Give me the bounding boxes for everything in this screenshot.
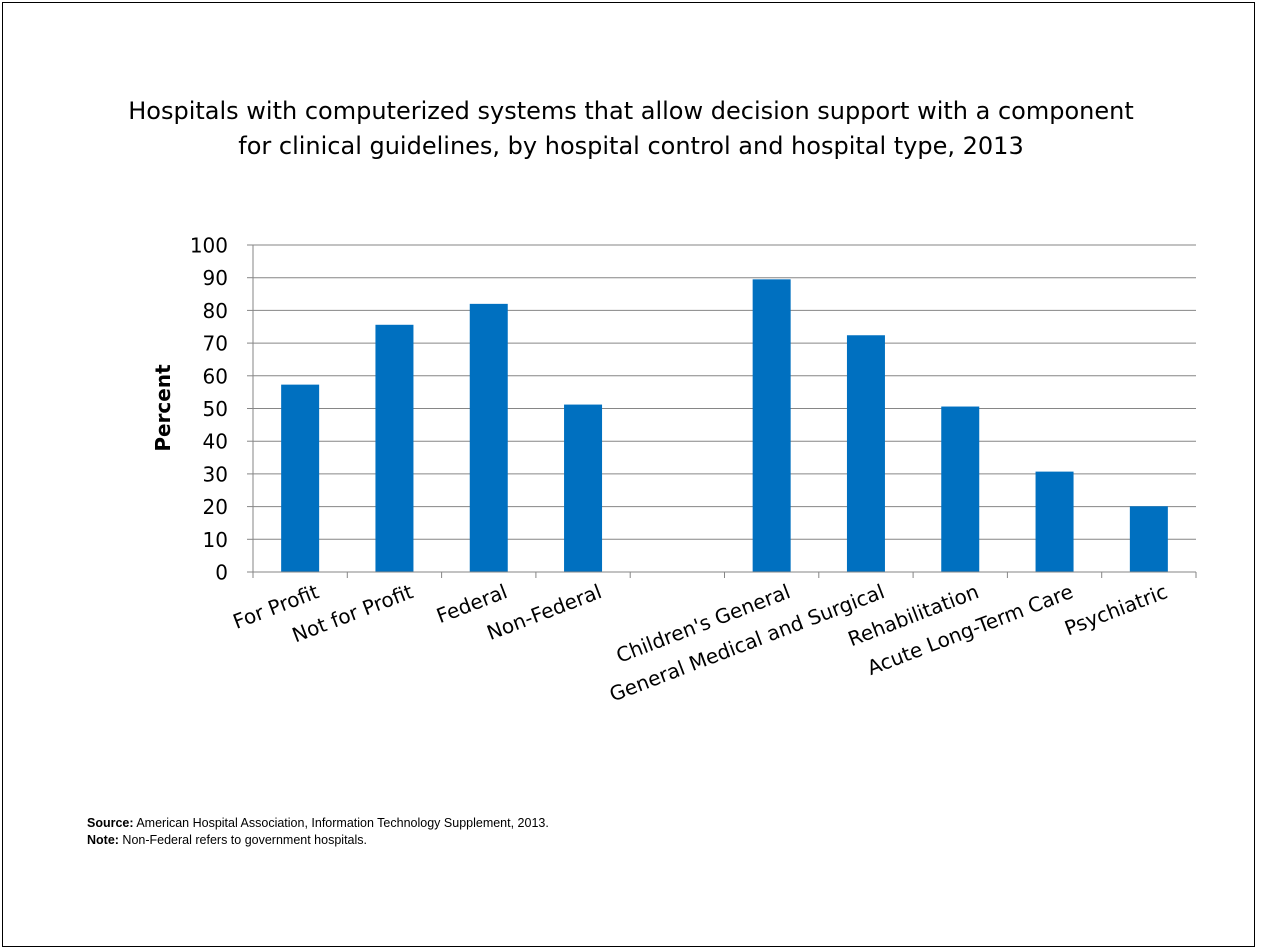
source-text: American Hospital Association, Informati… [133,816,549,830]
y-tick-label: 20 [203,495,228,519]
source-line: Source: American Hospital Association, I… [87,815,549,832]
x-tick-label: Psychiatric [1061,579,1171,640]
bar-general-medical-and-surgical [846,335,885,572]
source-label: Source: [87,816,134,830]
y-tick-label: 0 [215,561,228,585]
bar-acute-long-term-care [1035,471,1074,572]
note-label: Note: [87,833,119,847]
y-tick-labels: 0 10 20 30 40 50 60 70 80 90 100 [190,234,228,585]
y-tick-label: 100 [190,234,228,258]
note-line: Note: Non-Federal refers to government h… [87,832,549,849]
y-axis-label: Percent [151,364,175,452]
footnotes: Source: American Hospital Association, I… [87,815,549,849]
chart-title-line-2: for clinical guidelines, by hospital con… [238,132,1024,160]
y-tick-label: 10 [203,528,228,552]
chart-title-line-1: Hospitals with computerized systems that… [128,97,1134,125]
bar-non-federal [564,404,603,572]
bar-psychiatric [1129,506,1168,572]
bars [281,279,1168,572]
bar-federal [469,303,508,572]
y-tick-label: 30 [203,462,228,486]
note-text: Non-Federal refers to government hospita… [118,833,367,847]
y-tick-label: 80 [203,299,228,323]
y-tick-label: 40 [203,430,228,454]
bar-rehabilitation [941,406,980,572]
y-tick-label: 50 [203,397,228,421]
y-tick-label: 60 [203,364,228,388]
chart-title: Hospitals with computerized systems that… [60,94,1202,164]
axes [247,244,1197,578]
y-tick-label: 70 [203,332,228,356]
bar-for-profit [281,384,320,572]
bar-children-s-general [752,279,791,572]
bar-not-for-profit [375,324,414,572]
y-tick-label: 90 [203,266,228,290]
